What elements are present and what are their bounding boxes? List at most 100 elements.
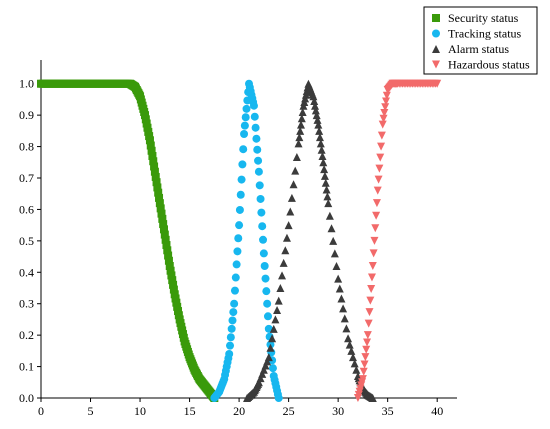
data-point: [249, 101, 258, 110]
legend-label: Security status: [448, 11, 519, 25]
legend-label: Tracking status: [448, 27, 522, 41]
data-point: [165, 262, 174, 270]
data-point: [381, 103, 390, 112]
data-point: [259, 365, 268, 374]
y-tick-label: 0.7: [19, 171, 34, 185]
data-point: [268, 334, 277, 343]
data-point: [364, 319, 373, 328]
data-point: [225, 350, 234, 358]
data-point: [171, 294, 180, 303]
data-point: [371, 224, 380, 233]
data-point: [263, 299, 272, 308]
data-point: [318, 152, 327, 160]
legend-frame: [423, 6, 538, 75]
data-point: [325, 211, 334, 220]
data-point: [372, 199, 381, 208]
data-point: [320, 165, 329, 174]
x-tick-label: 30: [332, 404, 344, 418]
series-hazardous-status: [353, 79, 442, 402]
data-point: [227, 324, 236, 333]
data-point: [314, 120, 323, 129]
data-point: [254, 378, 263, 387]
data-point: [321, 178, 330, 187]
y-tick-label: 0.3: [19, 297, 34, 311]
data-point: [151, 172, 160, 181]
data-point: [266, 343, 275, 352]
data-point: [164, 251, 173, 260]
x-tick-label: 5: [88, 404, 94, 418]
data-point: [261, 274, 270, 283]
data-point: [367, 273, 376, 282]
data-point: [236, 190, 245, 199]
data-point: [254, 156, 263, 165]
data-point: [281, 246, 290, 255]
data-point: [155, 193, 164, 202]
x-tick-label: 20: [233, 404, 245, 418]
data-point: [309, 92, 318, 101]
data-point: [360, 360, 369, 369]
data-point: [256, 374, 265, 383]
data-point: [296, 126, 305, 135]
data-point: [361, 353, 370, 362]
data-point: [289, 180, 298, 189]
data-point: [256, 194, 265, 203]
data-point: [344, 334, 353, 343]
data-point: [253, 145, 262, 154]
plot-marks: [37, 79, 442, 402]
data-point: [379, 114, 388, 123]
data-point: [162, 241, 171, 250]
data-point: [263, 357, 272, 366]
data-point: [240, 130, 249, 138]
data-point: [312, 111, 321, 120]
data-point: [335, 284, 344, 293]
data-point: [159, 220, 168, 229]
data-point: [279, 258, 288, 267]
data-point: [230, 299, 239, 308]
data-point: [146, 141, 155, 150]
data-point: [317, 145, 326, 154]
data-point: [368, 394, 377, 402]
data-point: [233, 247, 242, 256]
data-point: [378, 120, 387, 129]
data-point: [169, 285, 178, 294]
data-point: [349, 353, 357, 362]
legend-marker: [432, 60, 440, 69]
data-point: [311, 101, 320, 110]
y-tick-label: 0.2: [19, 328, 34, 342]
data-point: [274, 296, 283, 305]
data-point: [238, 160, 247, 169]
data-point: [278, 271, 287, 280]
data-point: [294, 139, 303, 148]
data-point: [366, 296, 375, 305]
y-tick-label: 0.8: [19, 140, 34, 154]
data-point: [340, 314, 349, 323]
data-point: [382, 91, 391, 100]
data-point: [287, 193, 296, 202]
y-tick-label: 0.5: [19, 234, 34, 248]
axes: 0 5 10 15 20 25 30 35 40 0.00.10.20.30.40.50.60.…: [19, 60, 457, 418]
data-point: [147, 146, 156, 155]
data-point: [337, 294, 346, 303]
legend-label: Alarm status: [448, 42, 509, 56]
data-point: [255, 181, 264, 190]
data-point: [156, 204, 165, 213]
data-point: [342, 324, 351, 333]
legend-marker: [432, 45, 440, 53]
data-point: [150, 167, 159, 176]
data-point: [298, 108, 307, 116]
data-point: [365, 308, 374, 317]
data-point: [363, 331, 372, 340]
data-point: [166, 266, 175, 275]
data-point: [291, 166, 300, 175]
data-point: [377, 142, 386, 151]
data-point: [363, 338, 372, 347]
data-point: [141, 115, 150, 124]
data-point: [350, 359, 359, 368]
data-point: [297, 120, 305, 129]
data-point: [232, 260, 241, 269]
data-point: [264, 353, 273, 362]
data-point: [345, 340, 354, 349]
data-point: [250, 112, 259, 121]
series-alarm-status: [243, 79, 377, 402]
